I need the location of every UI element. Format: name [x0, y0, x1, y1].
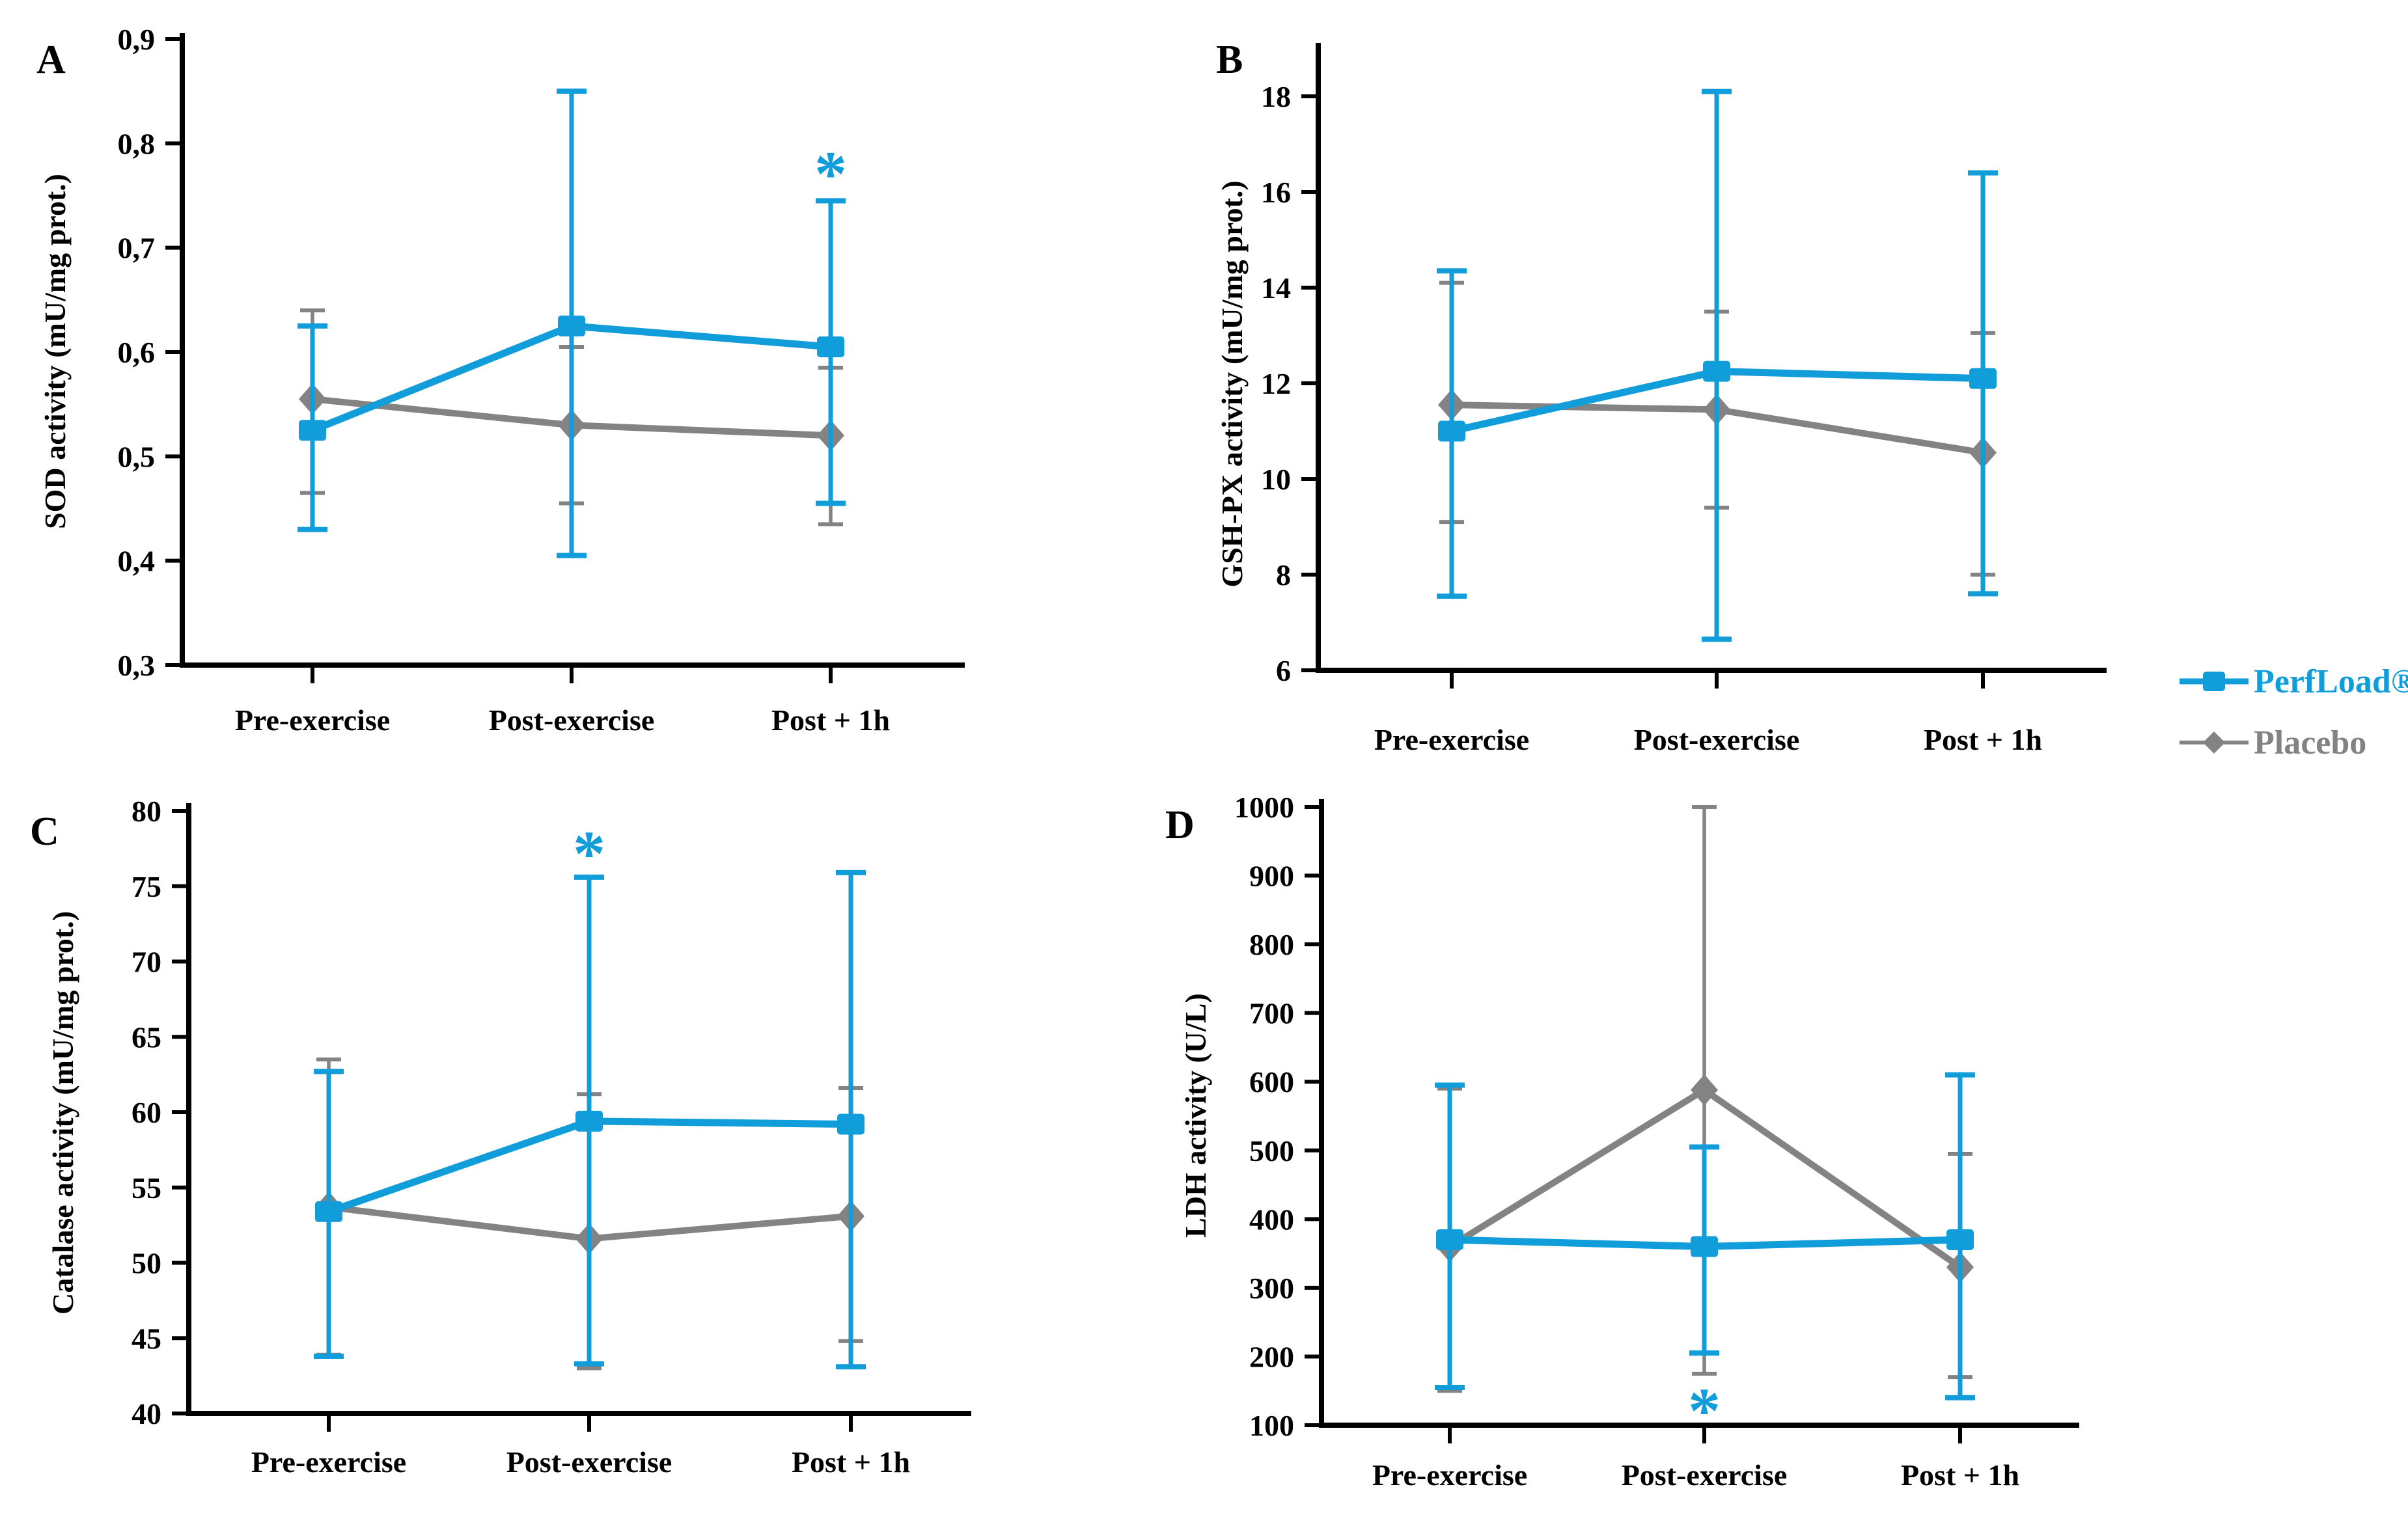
- y-axis-title: SOD activity (mU/mg prot.): [38, 174, 72, 529]
- y-tick-label: 60: [131, 1096, 161, 1129]
- series-perfload: [314, 869, 866, 1370]
- y-tick-label: 0,9: [118, 23, 156, 56]
- y-tick-label: 8: [1276, 558, 1291, 592]
- y-tick-label: 400: [1249, 1203, 1294, 1236]
- significance-asterisk: *: [1688, 1374, 1721, 1447]
- legend-label-placebo: Placebo: [2254, 724, 2367, 761]
- y-tick-label: 1000: [1234, 791, 1294, 824]
- legend-label-perfload: PerfLoad®: [2254, 662, 2408, 700]
- y-tick-label: 16: [1261, 176, 1291, 209]
- y-tick-label: 45: [131, 1322, 161, 1355]
- data-point-square: [299, 420, 326, 441]
- x-category-label: Pre-exercise: [1372, 1458, 1527, 1492]
- y-tick-label: 6: [1276, 654, 1291, 687]
- y-tick-label: 0,7: [118, 232, 156, 265]
- significance-asterisk: *: [573, 817, 605, 890]
- y-axis-title: LDH activity (U/L): [1179, 993, 1212, 1238]
- data-point-square: [575, 1110, 603, 1132]
- x-category-label: Post + 1h: [1924, 723, 2042, 756]
- x-category-label: Post + 1h: [1901, 1458, 2019, 1492]
- series-perfload: [298, 89, 846, 558]
- y-tick-label: 600: [1249, 1065, 1294, 1099]
- y-tick-label: 70: [131, 946, 161, 979]
- y-tick-label: 80: [131, 795, 161, 828]
- panel-letter: B: [1216, 38, 1243, 82]
- y-tick-label: 900: [1249, 860, 1294, 893]
- y-tick-label: 10: [1261, 463, 1291, 496]
- data-point-square: [1946, 1229, 1974, 1250]
- y-tick-label: 300: [1249, 1272, 1294, 1305]
- y-tick-label: 200: [1249, 1340, 1294, 1373]
- x-category-label: Post-exercise: [489, 703, 655, 737]
- panel-letter: C: [30, 810, 59, 854]
- legend: PerfLoad® Placebo: [2178, 662, 2408, 762]
- data-point-square: [315, 1201, 342, 1222]
- y-axis-title: Catalase activity (mU/mg prot.): [46, 911, 79, 1315]
- legend-item-perfload: PerfLoad®: [2178, 662, 2408, 701]
- legend-marker-diamond: [2180, 731, 2249, 754]
- panel-letter: A: [36, 38, 66, 82]
- y-tick-label: 0,3: [118, 649, 156, 682]
- data-point-square: [1691, 1236, 1718, 1257]
- y-tick-label: 14: [1261, 271, 1291, 305]
- y-tick-label: 500: [1249, 1134, 1294, 1167]
- x-category-label: Pre-exercise: [235, 703, 390, 737]
- panel-C-chart: 40 45 50 55 60 65 70 75 80 Pre-exercise Post-exerc…: [30, 795, 971, 1479]
- x-category-label: Pre-exercise: [1374, 723, 1529, 756]
- legend-marker-square: [2180, 672, 2249, 691]
- data-point-square: [837, 1113, 865, 1135]
- significance-asterisk: *: [814, 137, 847, 210]
- y-tick-label: 0,5: [118, 440, 156, 473]
- x-category-label: Post + 1h: [792, 1445, 910, 1479]
- y-axis-title: GSH-PX activity (mU/mg prot.): [1215, 180, 1249, 587]
- y-tick-label: 0,4: [118, 545, 156, 578]
- y-tick-label: 55: [131, 1171, 161, 1205]
- data-point-diamond: [1691, 1074, 1718, 1106]
- data-point-square: [1436, 1229, 1463, 1250]
- panel-B-chart: 6 8 10 12 14 16 18 Pre-exercise Post-exercise Pos…: [1215, 38, 2107, 756]
- panel-letter: D: [1165, 803, 1195, 847]
- data-point-square: [1438, 420, 1465, 442]
- x-category-label: Post-exercise: [1634, 723, 1800, 756]
- x-category-label: Pre-exercise: [251, 1445, 406, 1479]
- y-tick-label: 800: [1249, 928, 1294, 961]
- series-perfload: [1435, 1072, 1975, 1400]
- y-tick-label: 50: [131, 1247, 161, 1280]
- panel-D-chart: 100 200 300 400 500 600 700 800 900 1000 Pre-exerc…: [1165, 791, 2079, 1492]
- legend-item-placebo: Placebo: [2178, 723, 2408, 762]
- y-tick-label: 0,8: [118, 127, 156, 160]
- data-point-square: [558, 315, 585, 336]
- y-tick-label: 0,6: [118, 336, 156, 369]
- data-point-square: [817, 336, 844, 357]
- x-category-label: Post + 1h: [771, 703, 890, 737]
- data-point-square: [1969, 368, 1997, 389]
- y-tick-label: 40: [131, 1397, 161, 1430]
- y-tick-label: 100: [1249, 1409, 1294, 1442]
- y-tick-label: 18: [1261, 80, 1291, 113]
- data-point-square: [1703, 361, 1730, 382]
- y-tick-label: 75: [131, 870, 161, 903]
- y-tick-label: 65: [131, 1020, 161, 1054]
- x-category-label: Post-exercise: [506, 1445, 672, 1479]
- y-tick-label: 12: [1261, 367, 1291, 400]
- x-category-label: Post-exercise: [1622, 1458, 1788, 1492]
- panel-A-chart: 0,3 0,4 0,5 0,6 0,7 0,8 0,9 Pre-exercise Post-ex…: [36, 23, 965, 737]
- y-tick-label: 700: [1249, 997, 1294, 1030]
- series-perfload: [1437, 89, 1998, 642]
